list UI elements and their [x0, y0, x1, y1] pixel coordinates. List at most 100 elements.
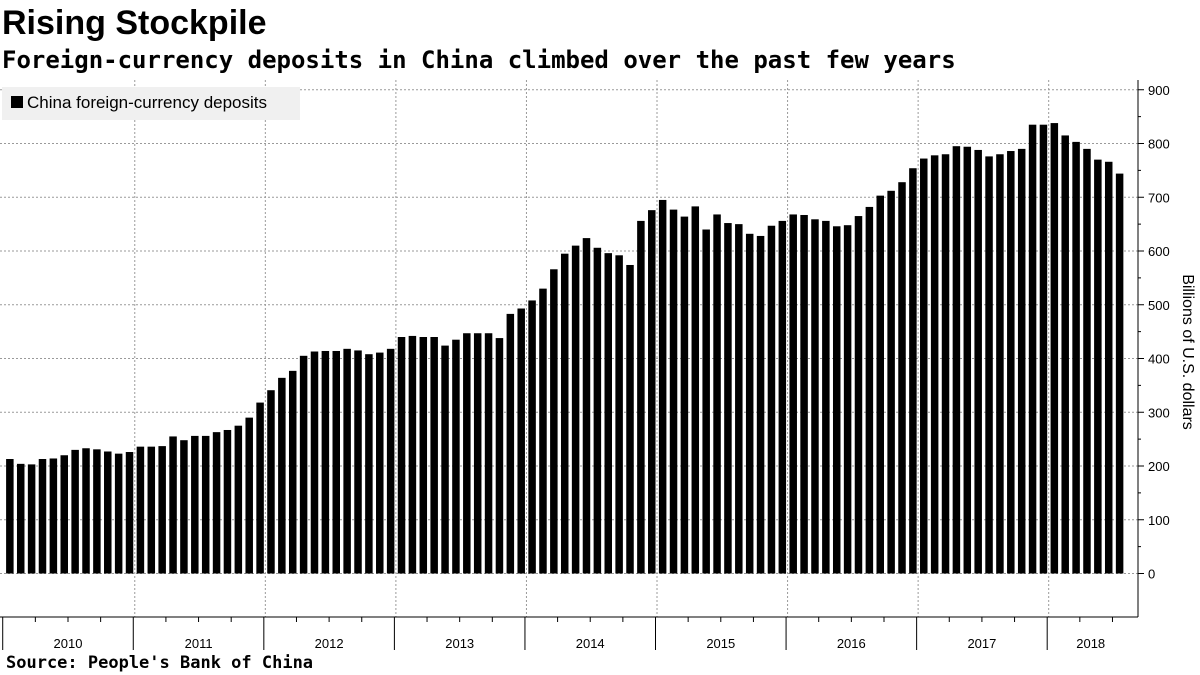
bar [71, 449, 79, 574]
bar [278, 377, 286, 574]
y-tick-label: 300 [1148, 405, 1170, 420]
bar [1104, 161, 1113, 574]
bar [745, 233, 754, 574]
y-tick-label: 200 [1148, 459, 1170, 474]
bar [593, 247, 602, 574]
bar [365, 354, 373, 574]
y-axis-label: Billions of U.S. dollars [1179, 274, 1196, 430]
bar [310, 351, 319, 574]
bar [735, 224, 743, 574]
bar [463, 333, 471, 574]
bar [1115, 173, 1124, 574]
bar [386, 348, 395, 574]
bar [963, 146, 972, 574]
bar [169, 436, 177, 574]
bar [560, 253, 569, 574]
bar [1007, 151, 1015, 574]
bar [854, 216, 863, 574]
bar [473, 333, 482, 574]
bar [517, 308, 525, 574]
bar [16, 463, 25, 574]
bar [669, 209, 678, 574]
axis-layer: 0 100 200 300 400 500 600 700 800 900 2010 2011 2012… [0, 80, 1170, 651]
x-tick-label: 2010 [54, 636, 83, 651]
y-tick-label: 800 [1148, 137, 1170, 152]
bar [495, 338, 504, 574]
bar [713, 214, 721, 574]
bar [430, 337, 438, 574]
bar [288, 370, 297, 574]
bar [811, 219, 819, 574]
bar [191, 435, 199, 574]
bar [419, 337, 428, 574]
bar [343, 348, 351, 574]
bar [724, 223, 732, 574]
bar [376, 352, 384, 574]
bar [256, 402, 264, 574]
bar [789, 214, 797, 574]
bar [648, 210, 656, 574]
bar [104, 451, 112, 574]
legend-label: China foreign-currency deposits [27, 93, 267, 112]
bar [1039, 124, 1048, 574]
bar [778, 220, 787, 574]
bar [441, 345, 449, 574]
x-tick-label: 2015 [706, 636, 735, 651]
bar [832, 226, 841, 574]
bar [898, 182, 906, 574]
bar [985, 156, 993, 574]
x-tick-label: 2013 [445, 636, 474, 651]
bar [604, 253, 612, 574]
x-tick-label: 2016 [837, 636, 866, 651]
x-tick-label: 2017 [967, 636, 996, 651]
legend-swatch [11, 96, 23, 108]
bar [582, 238, 591, 574]
bar [408, 335, 417, 574]
bar [865, 206, 874, 574]
bar [245, 417, 253, 574]
y-tick-label: 900 [1148, 83, 1170, 98]
bar [49, 458, 58, 574]
bar [1061, 135, 1069, 574]
chart-title: Rising Stockpile [2, 4, 267, 42]
bar [114, 453, 123, 574]
bar [1072, 141, 1080, 574]
bar [1050, 123, 1059, 574]
x-tick-label: 2014 [576, 636, 605, 651]
bar [93, 449, 101, 574]
source-note: Source: People's Bank of China [6, 653, 314, 673]
legend-background [2, 87, 300, 120]
bar [528, 300, 536, 574]
bar [996, 154, 1004, 574]
bar [147, 446, 156, 574]
bar [1017, 148, 1026, 574]
bar [321, 350, 330, 574]
bar [756, 235, 765, 574]
bar [680, 216, 689, 574]
bar [125, 452, 134, 574]
bar [1028, 124, 1037, 574]
bar [822, 220, 830, 574]
bar [767, 225, 776, 574]
bar [180, 440, 188, 574]
bar [506, 313, 515, 574]
bar [550, 269, 558, 574]
bar [571, 245, 580, 574]
bar [941, 154, 950, 574]
bar [223, 429, 232, 574]
bar [887, 190, 895, 574]
bar [6, 459, 14, 574]
bar [234, 425, 243, 574]
bar [626, 264, 634, 574]
bar [212, 432, 221, 574]
bar [484, 333, 493, 574]
legend: China foreign-currency deposits [2, 87, 300, 120]
bar [952, 146, 961, 574]
x-tick-label: 2018 [1076, 636, 1105, 651]
y-tick-label: 600 [1148, 244, 1170, 259]
y-tick-label: 0 [1148, 567, 1155, 582]
bar [876, 195, 884, 574]
bars-layer [6, 123, 1124, 574]
bar [800, 214, 808, 574]
